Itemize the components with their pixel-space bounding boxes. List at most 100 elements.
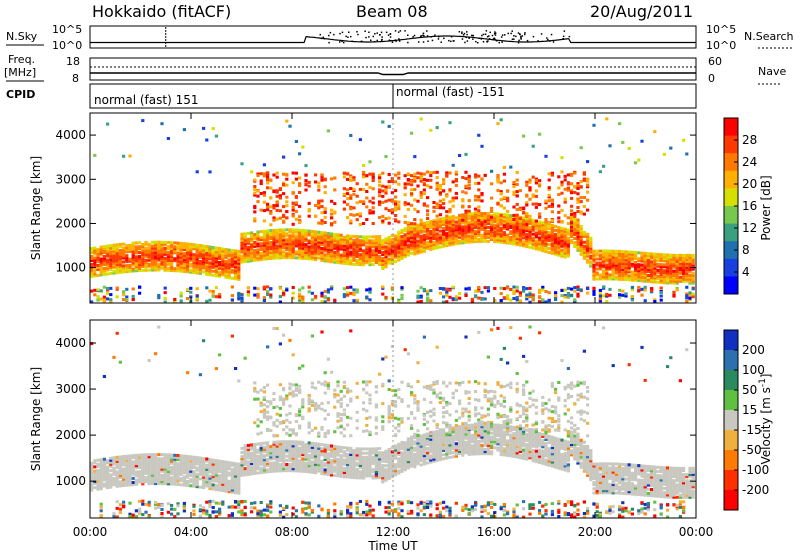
range-time-cell [141,262,145,266]
range-time-cell [99,263,103,267]
range-time-cell [406,251,410,255]
range-time-cell [224,255,228,259]
range-time-cell [326,257,330,261]
range-time-cell [592,275,596,279]
range-time-cell [234,474,238,478]
range-time-cell [515,229,519,233]
range-time-cell [320,205,324,209]
range-time-cell [576,292,580,296]
range-time-cell [230,270,234,274]
range-time-cell [390,177,394,181]
range-time-cell [589,236,593,240]
range-time-cell [131,472,135,476]
range-time-cell [378,237,382,240]
range-time-cell [259,448,263,452]
range-time-cell [467,205,471,209]
range-time-cell [106,292,110,295]
range-time-cell [547,237,551,240]
range-time-cell [166,476,170,480]
range-time-cell [579,252,583,256]
range-time-cell [208,263,212,267]
range-time-cell [429,171,433,175]
range-time-cell [195,472,199,476]
range-time-cell [250,170,254,174]
range-time-cell [474,238,478,242]
range-time-cell [634,255,638,258]
range-time-cell [298,292,302,296]
range-time-cell [394,208,398,212]
range-time-cell [566,246,570,250]
range-time-cell [288,236,292,240]
range-time-cell [477,237,481,241]
range-time-cell [640,255,644,259]
range-time-cell [646,270,650,273]
range-time-cell [202,469,206,473]
range-time-cell [160,252,164,256]
range-time-cell [291,291,295,295]
range-time-cell [243,256,247,260]
range-time-cell [669,275,673,279]
range-time-cell [365,251,369,255]
range-time-cell [339,239,343,243]
range-time-cell [448,239,452,243]
range-time-cell [138,251,142,255]
range-time-cell [166,266,170,270]
range-time-cell [93,293,97,297]
range-time-cell [464,238,468,242]
range-time-cell [202,471,206,475]
range-time-cell [134,247,138,251]
range-time-cell [522,287,526,291]
range-time-cell [195,259,199,263]
range-time-cell [99,247,103,251]
range-time-cell [102,251,106,255]
range-time-cell [154,352,158,356]
range-time-cell [512,291,516,295]
range-time-cell [214,266,218,270]
range-time-cell [262,163,266,167]
range-time-cell [608,257,612,261]
range-time-cell [336,249,340,253]
range-time-cell [250,445,254,449]
range-time-cell [182,481,186,485]
range-time-cell [557,210,561,214]
range-time-cell [477,239,481,243]
range-time-cell [333,234,337,238]
range-time-cell [566,228,570,232]
range-time-cell [618,295,622,299]
range-time-cell [112,265,116,269]
range-time-cell [675,263,679,267]
range-time-cell [118,248,122,252]
range-time-cell [90,465,94,469]
range-time-cell [93,246,97,250]
range-time-cell [579,229,583,232]
range-time-cell [368,290,372,294]
range-time-cell [243,244,247,248]
nsearch-point [374,33,376,35]
range-time-cell [182,254,186,258]
range-time-cell [282,232,286,236]
range-time-cell [170,249,174,253]
range-time-cell [371,239,375,243]
range-time-cell [643,251,647,255]
range-time-cell [618,267,622,271]
range-time-cell [144,254,148,258]
range-time-cell [262,390,266,394]
range-time-cell [90,259,94,262]
range-time-cell [342,236,346,239]
range-time-cell [592,251,596,255]
range-time-cell [560,232,564,236]
range-time-cell [259,244,263,248]
range-time-cell [656,252,660,256]
range-time-cell [342,244,346,247]
range-time-cell [192,478,196,482]
nsearch-point [339,41,341,43]
range-time-cell [365,249,369,253]
range-time-cell [602,251,606,255]
range-time-cell [346,216,350,220]
range-time-cell [438,206,442,210]
range-time-cell [512,238,516,242]
range-time-cell [416,300,420,304]
range-time-cell [285,252,289,256]
range-time-cell [102,245,106,249]
range-time-cell [173,249,177,253]
